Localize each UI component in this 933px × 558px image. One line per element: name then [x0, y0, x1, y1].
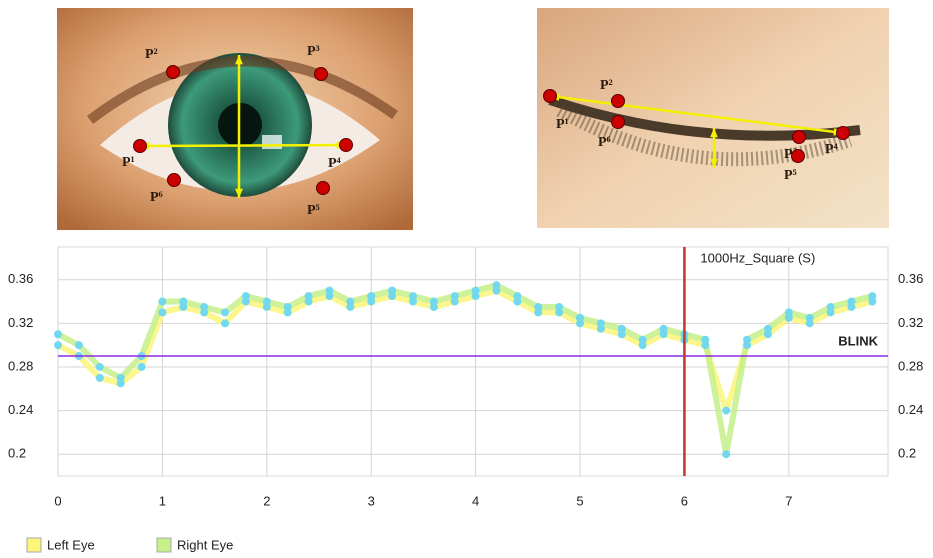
y-tick-label-right: 0.32 — [898, 315, 923, 330]
data-point — [639, 336, 647, 344]
data-point — [472, 287, 480, 295]
legend-label: Right Eye — [177, 537, 233, 552]
landmark-label: P⁴ — [825, 142, 839, 157]
landmark-point — [612, 116, 625, 129]
x-tick-label: 5 — [576, 493, 583, 508]
y-tick-label-right: 0.24 — [898, 402, 923, 417]
data-point — [722, 450, 730, 458]
landmark-point — [340, 139, 353, 152]
y-tick-label: 0.28 — [8, 358, 33, 373]
y-tick-label-right: 0.28 — [898, 358, 923, 373]
data-point — [158, 308, 166, 316]
data-point — [158, 298, 166, 306]
data-point — [96, 374, 104, 382]
data-point — [54, 330, 62, 338]
x-tick-label: 6 — [681, 493, 688, 508]
data-point — [847, 298, 855, 306]
data-point — [367, 292, 375, 300]
x-tick-label: 7 — [785, 493, 792, 508]
landmark-label: P⁵ — [784, 168, 797, 183]
chart: 0.2 0.2 0.24 0.24 0.28 0.28 0.32 0.32 0.36 0.36 0 1… — [8, 247, 923, 552]
landmark-point — [315, 68, 328, 81]
data-point — [200, 303, 208, 311]
data-point — [388, 287, 396, 295]
data-point — [806, 314, 814, 322]
landmark-point — [134, 140, 147, 153]
data-point — [618, 325, 626, 333]
data-point — [221, 308, 229, 316]
data-point — [868, 292, 876, 300]
y-tick-label: 0.24 — [8, 402, 33, 417]
data-point — [117, 374, 125, 382]
x-tick-label: 3 — [368, 493, 375, 508]
landmark-label: P⁴ — [328, 156, 342, 171]
data-point — [660, 325, 668, 333]
landmark-point — [793, 131, 806, 144]
data-point — [555, 303, 563, 311]
landmark-label: P⁶ — [598, 135, 611, 150]
landmark-point — [167, 66, 180, 79]
data-point — [305, 292, 313, 300]
data-point — [221, 319, 229, 327]
figure: P¹P²P³P⁴P⁵P⁶P¹P²P³P⁴P⁵P⁶ 0.20.20.240.240… — [0, 0, 933, 558]
open-eye-image — [57, 8, 413, 230]
landmark-label: P² — [145, 47, 158, 62]
data-point — [242, 292, 250, 300]
closed-eye-image — [537, 8, 889, 228]
data-point — [597, 319, 605, 327]
data-point — [722, 407, 730, 415]
landmark-point — [168, 174, 181, 187]
y-tick-label: 0.36 — [8, 271, 33, 286]
data-point — [576, 314, 584, 322]
landmark-point — [837, 127, 850, 140]
data-point — [179, 298, 187, 306]
data-point — [325, 287, 333, 295]
legend-swatch — [157, 538, 171, 552]
landmark-point — [544, 90, 557, 103]
data-point — [263, 298, 271, 306]
y-tick-label-right: 0.2 — [898, 446, 916, 461]
arrow — [140, 145, 346, 146]
landmark-label: P² — [600, 78, 613, 93]
data-point — [743, 336, 751, 344]
data-point — [785, 308, 793, 316]
legend-swatch — [27, 538, 41, 552]
data-point — [284, 303, 292, 311]
landmark-label: P⁶ — [150, 190, 163, 205]
data-point — [430, 298, 438, 306]
landmark-label: P³ — [307, 44, 320, 59]
landmark-point — [317, 182, 330, 195]
data-point — [701, 336, 709, 344]
y-tick-label-right: 0.36 — [898, 271, 923, 286]
landmark-label: P¹ — [556, 117, 569, 132]
event-label: 1000Hz_Square (S) — [700, 250, 815, 265]
data-point — [138, 363, 146, 371]
data-point — [75, 341, 83, 349]
data-point — [54, 341, 62, 349]
x-tick-label: 4 — [472, 493, 479, 508]
legend-label: Left Eye — [47, 537, 95, 552]
data-point — [451, 292, 459, 300]
data-point — [346, 298, 354, 306]
y-tick-label: 0.32 — [8, 315, 33, 330]
data-point — [409, 292, 417, 300]
y-tick-label: 0.2 — [8, 446, 26, 461]
threshold-label: BLINK — [838, 333, 878, 348]
landmark-point — [612, 95, 625, 108]
data-point — [96, 363, 104, 371]
landmark-label: P⁵ — [307, 203, 320, 218]
data-point — [534, 303, 542, 311]
data-point — [764, 325, 772, 333]
data-point — [513, 292, 521, 300]
x-tick-label: 1 — [159, 493, 166, 508]
x-tick-label: 0 — [54, 493, 61, 508]
data-point — [492, 281, 500, 289]
landmark-point — [792, 150, 805, 163]
data-point — [827, 303, 835, 311]
landmark-label: P¹ — [122, 155, 135, 170]
plot-area — [58, 247, 888, 476]
x-tick-label: 2 — [263, 493, 270, 508]
